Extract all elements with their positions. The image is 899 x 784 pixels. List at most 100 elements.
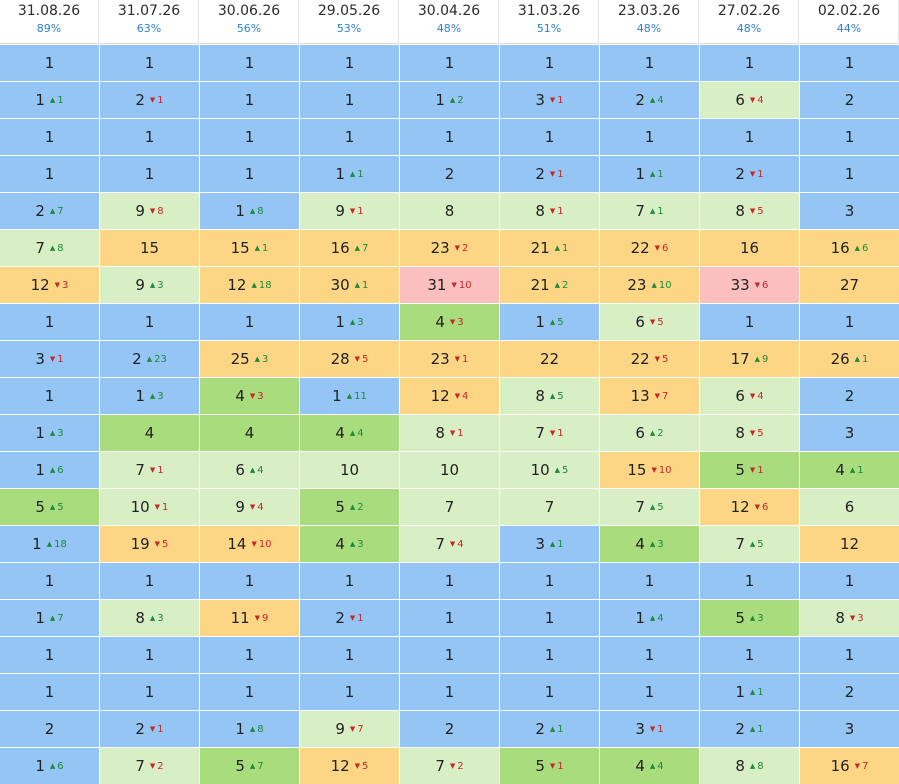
position-cell[interactable]: 7 ▲ 5 (600, 489, 699, 525)
position-cell[interactable]: 1 (500, 674, 599, 710)
position-cell[interactable]: 1 (500, 600, 599, 636)
position-cell[interactable]: 2 ▲ 1 (500, 711, 599, 747)
position-cell[interactable]: 4 ▲ 3 (300, 526, 399, 562)
position-cell[interactable]: 1 (700, 563, 799, 599)
position-cell[interactable]: 7 (400, 489, 499, 525)
position-cell[interactable]: 21 ▲ 1 (500, 230, 599, 266)
column-header[interactable]: 31.03.26 51% (500, 0, 599, 44)
position-cell[interactable]: 33 ▼ 6 (700, 267, 799, 303)
position-cell[interactable]: 8 ▼ 5 (700, 193, 799, 229)
position-cell[interactable]: 7 ▼ 2 (400, 748, 499, 784)
position-cell[interactable]: 1 (200, 637, 299, 673)
position-cell[interactable]: 1 (0, 45, 99, 81)
position-cell[interactable]: 1 (0, 119, 99, 155)
position-cell[interactable]: 1 (800, 637, 899, 673)
position-cell[interactable]: 1 (200, 45, 299, 81)
position-cell[interactable]: 1 (800, 563, 899, 599)
position-cell[interactable]: 1 (600, 119, 699, 155)
position-cell[interactable]: 1 ▲ 3 (100, 378, 199, 414)
position-cell[interactable]: 22 ▼ 6 (600, 230, 699, 266)
position-cell[interactable]: 1 (600, 674, 699, 710)
position-cell[interactable]: 14 ▼ 10 (200, 526, 299, 562)
position-cell[interactable]: 1 (100, 563, 199, 599)
position-cell[interactable]: 1 (300, 45, 399, 81)
position-cell[interactable]: 9 ▼ 7 (300, 711, 399, 747)
position-cell[interactable]: 11 ▼ 9 (200, 600, 299, 636)
position-cell[interactable]: 1 (600, 45, 699, 81)
position-cell[interactable]: 4 ▼ 3 (200, 378, 299, 414)
position-cell[interactable]: 3 ▼ 1 (500, 82, 599, 118)
position-cell[interactable]: 2 ▲ 7 (0, 193, 99, 229)
column-header[interactable]: 29.05.26 53% (300, 0, 399, 44)
position-cell[interactable]: 1 (300, 563, 399, 599)
position-cell[interactable]: 4 ▲ 4 (300, 415, 399, 451)
position-cell[interactable]: 5 ▲ 7 (200, 748, 299, 784)
position-cell[interactable]: 3 ▼ 1 (0, 341, 99, 377)
position-cell[interactable]: 8 ▼ 5 (700, 415, 799, 451)
position-cell[interactable]: 1 ▲ 1 (600, 156, 699, 192)
position-cell[interactable]: 7 ▼ 1 (100, 452, 199, 488)
position-cell[interactable]: 26 ▲ 1 (800, 341, 899, 377)
position-cell[interactable]: 6 ▼ 4 (700, 82, 799, 118)
position-cell[interactable]: 12 (800, 526, 899, 562)
position-cell[interactable]: 30 ▲ 1 (300, 267, 399, 303)
position-cell[interactable]: 23 ▼ 2 (400, 230, 499, 266)
position-cell[interactable]: 1 (500, 119, 599, 155)
position-cell[interactable]: 1 ▲ 4 (600, 600, 699, 636)
position-cell[interactable]: 7 ▼ 1 (500, 415, 599, 451)
position-cell[interactable]: 2 (800, 82, 899, 118)
position-cell[interactable]: 1 ▲ 8 (200, 711, 299, 747)
column-header[interactable]: 30.06.26 56% (200, 0, 299, 44)
position-cell[interactable]: 1 ▲ 1 (300, 156, 399, 192)
position-cell[interactable]: 1 (700, 119, 799, 155)
position-cell[interactable]: 2 ▼ 1 (700, 156, 799, 192)
position-cell[interactable]: 2 (800, 378, 899, 414)
position-cell[interactable]: 10 ▲ 5 (500, 452, 599, 488)
position-cell[interactable]: 9 ▼ 8 (100, 193, 199, 229)
position-cell[interactable]: 7 ▲ 5 (700, 526, 799, 562)
position-cell[interactable]: 3 (800, 711, 899, 747)
position-cell[interactable]: 8 ▼ 1 (400, 415, 499, 451)
position-cell[interactable]: 15 ▼ 10 (600, 452, 699, 488)
position-cell[interactable]: 5 ▲ 3 (700, 600, 799, 636)
position-cell[interactable]: 4 ▼ 3 (400, 304, 499, 340)
position-cell[interactable]: 1 ▲ 2 (400, 82, 499, 118)
position-cell[interactable]: 7 ▲ 8 (0, 230, 99, 266)
position-cell[interactable]: 12 ▼ 3 (0, 267, 99, 303)
position-cell[interactable]: 2 ▼ 1 (500, 156, 599, 192)
position-cell[interactable]: 1 ▲ 1 (700, 674, 799, 710)
position-cell[interactable]: 1 (300, 674, 399, 710)
position-cell[interactable]: 1 (800, 156, 899, 192)
position-cell[interactable]: 4 (200, 415, 299, 451)
position-cell[interactable]: 1 (100, 156, 199, 192)
position-cell[interactable]: 5 ▼ 1 (700, 452, 799, 488)
position-cell[interactable]: 1 (700, 637, 799, 673)
position-cell[interactable]: 8 ▲ 8 (700, 748, 799, 784)
position-cell[interactable]: 1 (500, 637, 599, 673)
column-header[interactable]: 23.03.26 48% (600, 0, 699, 44)
position-cell[interactable]: 5 ▼ 1 (500, 748, 599, 784)
position-cell[interactable]: 21 ▲ 2 (500, 267, 599, 303)
position-cell[interactable]: 1 ▲ 1 (0, 82, 99, 118)
position-cell[interactable]: 6 ▲ 2 (600, 415, 699, 451)
position-cell[interactable]: 12 ▲ 18 (200, 267, 299, 303)
position-cell[interactable]: 1 (100, 674, 199, 710)
position-cell[interactable]: 8 ▼ 1 (500, 193, 599, 229)
position-cell[interactable]: 7 ▲ 1 (600, 193, 699, 229)
position-cell[interactable]: 1 (400, 637, 499, 673)
position-cell[interactable]: 1 (0, 304, 99, 340)
column-header[interactable]: 27.02.26 48% (700, 0, 799, 44)
position-cell[interactable]: 1 (100, 45, 199, 81)
position-cell[interactable]: 1 (200, 156, 299, 192)
position-cell[interactable]: 1 (400, 600, 499, 636)
position-cell[interactable]: 1 (300, 637, 399, 673)
position-cell[interactable]: 10 (300, 452, 399, 488)
position-cell[interactable]: 1 (800, 119, 899, 155)
position-cell[interactable]: 6 ▼ 5 (600, 304, 699, 340)
position-cell[interactable]: 23 ▼ 1 (400, 341, 499, 377)
position-cell[interactable]: 3 (800, 415, 899, 451)
position-cell[interactable]: 1 ▲ 18 (0, 526, 99, 562)
position-cell[interactable]: 9 ▼ 4 (200, 489, 299, 525)
position-cell[interactable]: 1 (300, 82, 399, 118)
position-cell[interactable]: 1 (400, 45, 499, 81)
